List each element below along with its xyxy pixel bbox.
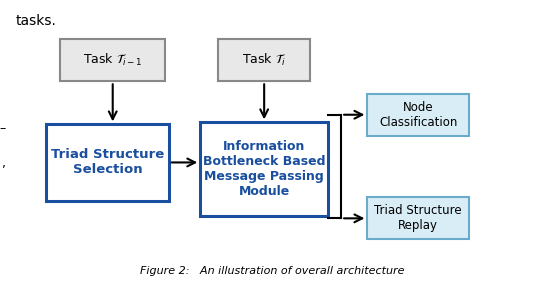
Text: –: – [0, 122, 5, 135]
Text: Task $\mathcal{T}_{i}$: Task $\mathcal{T}_{i}$ [242, 52, 286, 68]
Text: Triad Structure
Replay: Triad Structure Replay [374, 204, 462, 232]
FancyBboxPatch shape [367, 94, 469, 136]
Text: Task $\mathcal{T}_{i-1}$: Task $\mathcal{T}_{i-1}$ [83, 52, 143, 68]
FancyBboxPatch shape [367, 197, 469, 239]
Text: Node
Classification: Node Classification [379, 101, 458, 129]
Text: Figure 2:   An illustration of overall architecture: Figure 2: An illustration of overall arc… [140, 266, 404, 275]
Text: Information
Bottleneck Based
Message Passing
Module: Information Bottleneck Based Message Pas… [203, 140, 325, 198]
Text: Triad Structure
Selection: Triad Structure Selection [51, 149, 164, 176]
FancyBboxPatch shape [60, 39, 165, 81]
FancyBboxPatch shape [200, 122, 328, 216]
FancyBboxPatch shape [219, 39, 310, 81]
Text: ,: , [2, 157, 5, 170]
FancyBboxPatch shape [46, 124, 169, 201]
Text: tasks.: tasks. [16, 14, 57, 28]
